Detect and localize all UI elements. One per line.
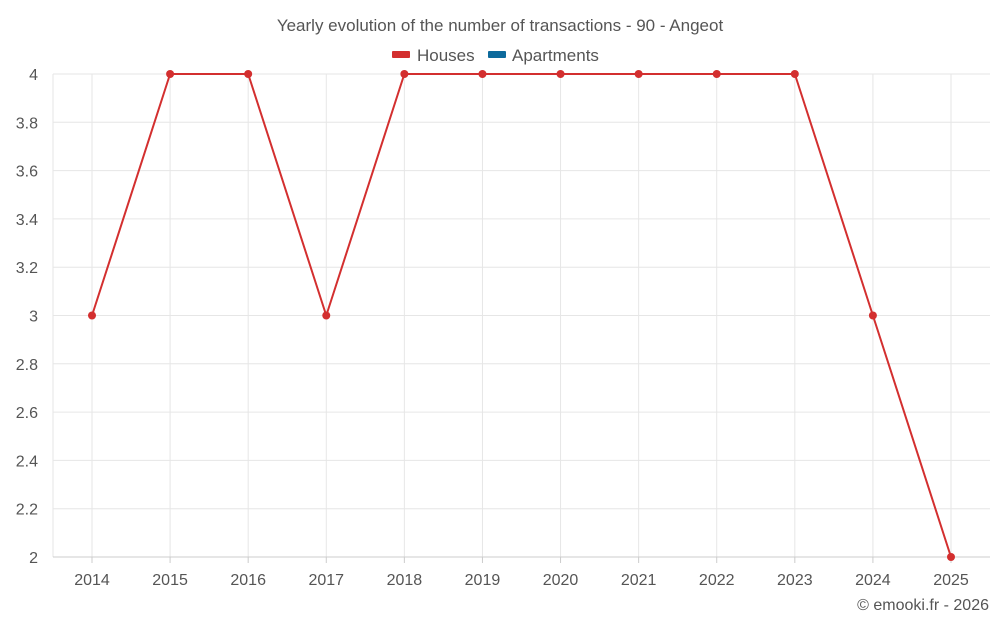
y-tick-label: 2.8 [16, 357, 38, 374]
x-tick-label: 2015 [152, 572, 188, 589]
y-tick-label: 2.4 [16, 453, 38, 470]
chart-title: Yearly evolution of the number of transa… [277, 16, 724, 35]
data-point-houses-2022[interactable] [712, 70, 721, 78]
series [88, 70, 955, 561]
axes: 2 2.2 2.4 2.6 2.8 3 3.2 3.4 3.6 3.8 4 2014 2015 2016 2… [16, 67, 990, 589]
x-tick-label: 2021 [621, 572, 657, 589]
data-point-houses-2014[interactable] [88, 311, 96, 320]
data-point-houses-2018[interactable] [400, 70, 409, 78]
x-tick-label: 2016 [230, 572, 266, 589]
data-point-houses-2023[interactable] [790, 70, 799, 78]
y-tick-label: 3.2 [16, 260, 38, 277]
x-tick-label: 2025 [933, 572, 969, 589]
grid [53, 73, 990, 558]
data-point-houses-2019[interactable] [478, 70, 487, 78]
legend-item-apartments[interactable]: Apartments [488, 46, 599, 65]
data-point-houses-2021[interactable] [634, 70, 643, 78]
credit-text: © emooki.fr - 2026 [857, 597, 989, 614]
legend-label-apartments: Apartments [512, 46, 599, 65]
data-point-houses-2025[interactable] [947, 553, 955, 561]
data-point-houses-2015[interactable] [166, 70, 175, 78]
x-tick-label: 2023 [777, 572, 813, 589]
legend-item-houses[interactable]: Houses [392, 46, 475, 65]
y-tick-label: 3.8 [16, 115, 38, 132]
x-tick-label: 2024 [855, 572, 891, 589]
y-tick-label: 3.6 [16, 164, 38, 181]
x-tick-label: 2022 [699, 572, 735, 589]
y-tick-label: 2 [29, 550, 38, 567]
data-point-houses-2017[interactable] [322, 311, 331, 320]
legend-swatch-apartments [488, 51, 506, 58]
y-tick-label: 2.2 [16, 502, 38, 519]
x-tick-label: 2014 [74, 572, 110, 589]
x-tick-label: 2018 [387, 572, 423, 589]
x-tick-label: 2017 [308, 572, 344, 589]
data-point-houses-2020[interactable] [556, 70, 565, 78]
legend-swatch-houses [392, 51, 410, 58]
data-point-houses-2024[interactable] [868, 311, 877, 320]
series-line-houses [91, 73, 952, 558]
y-tick-label: 3 [29, 309, 38, 326]
data-point-houses-2016[interactable] [244, 70, 253, 78]
y-tick-label: 2.6 [16, 405, 38, 422]
y-tick-label: 4 [29, 67, 38, 84]
x-tick-label: 2019 [465, 572, 501, 589]
legend: Houses Apartments [392, 46, 599, 65]
y-tick-label: 3.4 [16, 212, 38, 229]
x-tick-label: 2020 [543, 572, 579, 589]
legend-label-houses: Houses [417, 46, 475, 65]
